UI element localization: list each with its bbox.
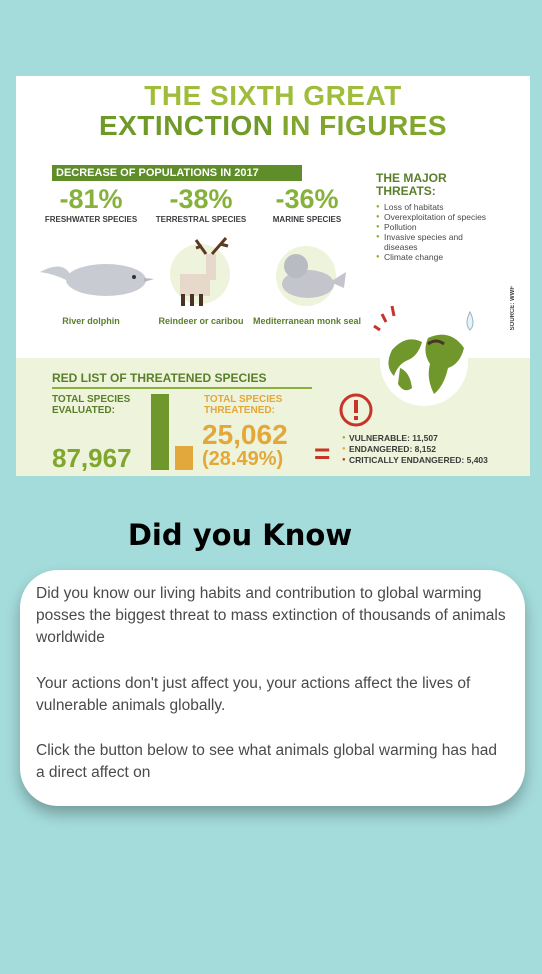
threatened-bar — [175, 446, 193, 470]
infographic-title-line2: EXTINCTION IN FIGURES — [16, 110, 530, 142]
threatened-value: 25,062 — [202, 419, 288, 450]
infographic-title-in-figures: IN FIGURES — [273, 110, 448, 141]
category-label: VULNERABLE: — [349, 433, 410, 443]
stat-terrestrial: -38% TERRESTRAL SPECIES — [146, 184, 256, 225]
card-paragraph-3: Click the button below to see what anima… — [36, 742, 497, 781]
stat-label: MARINE SPECIES — [272, 215, 342, 224]
stat-value: -36% — [275, 184, 339, 214]
animal-name: Reindeer or caribou — [158, 316, 244, 326]
total-evaluated-value: 87,967 — [52, 443, 132, 473]
threat-item: Overexploitation of species — [376, 212, 488, 222]
category-value: 11,507 — [412, 433, 438, 443]
red-list-title: RED LIST OF THREATENED SPECIES — [52, 371, 267, 385]
threats-list: Loss of habitats Overexploitation of spe… — [376, 202, 488, 262]
divider — [52, 387, 312, 389]
category-label: CRITICALLY ENDANGERED: — [349, 455, 465, 465]
globe-icon — [373, 305, 474, 406]
infographic-title-line1: THE SIXTH GREAT — [144, 80, 402, 111]
card-paragraph-2: Your actions don't just affect you, your… — [36, 675, 471, 714]
animal-name: Mediterranean monk seal — [252, 316, 362, 326]
threat-item: Climate change — [376, 252, 488, 262]
card-paragraph-1: Did you know our living habits and contr… — [36, 585, 506, 646]
stat-value: -81% — [59, 184, 123, 214]
populations-header: DECREASE OF POPULATIONS IN 2017 — [52, 165, 302, 181]
info-card: Did you know our living habits and contr… — [20, 570, 525, 806]
threatened-percent: (28.49%) — [202, 448, 284, 470]
threat-item: Invasive species and diseases — [376, 232, 488, 252]
dolphin-icon — [40, 264, 154, 296]
threats-title: THE MAJOR THREATS: — [376, 171, 447, 198]
stat-label: FRESHWATER SPECIES — [44, 215, 138, 224]
stat-marine: -36% MARINE SPECIES — [252, 184, 362, 225]
category-value: 5,403 — [466, 455, 488, 465]
source-note: SOURCE: WWF — [510, 286, 516, 331]
major-threats: THE MAJOR THREATS: Loss of habitats Over… — [376, 171, 488, 263]
stat-freshwater: -81% FRESHWATER SPECIES — [36, 184, 146, 225]
threatened-label: TOTAL SPECIES THREATENED: — [204, 394, 283, 416]
threat-item: Loss of habitats — [376, 202, 488, 212]
stat-value: -38% — [169, 184, 233, 214]
infographic-title-extinction: EXTINCTION — [98, 110, 274, 141]
category-value: 8,152 — [414, 444, 436, 454]
stat-label: TERRESTRAL SPECIES — [155, 215, 247, 224]
did-you-know-heading: Did you Know — [127, 518, 353, 552]
extinction-infographic: THE SIXTH GREAT EXTINCTION IN FIGURES DE… — [16, 76, 530, 476]
threat-categories: VULNERABLE: 11,507 ENDANGERED: 8,152 CRI… — [342, 433, 488, 466]
seal-icon — [276, 246, 346, 306]
reindeer-icon — [170, 237, 230, 306]
total-evaluated-label: TOTAL SPECIES EVALUATED: — [52, 394, 131, 416]
category-endangered: ENDANGERED: 8,152 — [342, 444, 488, 455]
category-critically-endangered: CRITICALLY ENDANGERED: 5,403 — [342, 455, 488, 466]
category-label: ENDANGERED: — [349, 444, 413, 454]
equals-sign: = — [314, 438, 331, 469]
warning-icon — [339, 393, 373, 427]
threat-item: Pollution — [376, 222, 488, 232]
category-vulnerable: VULNERABLE: 11,507 — [342, 433, 488, 444]
total-bar — [151, 394, 169, 470]
animal-name: River dolphin — [62, 316, 120, 326]
